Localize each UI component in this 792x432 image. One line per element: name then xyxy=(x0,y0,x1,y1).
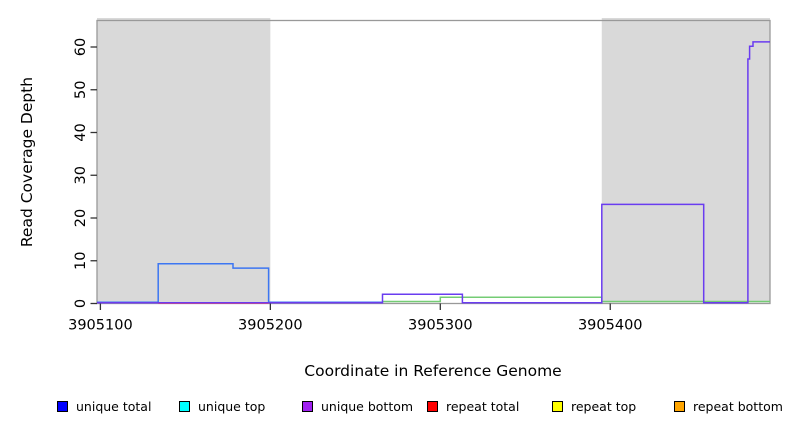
x-tick-label: 3905100 xyxy=(68,318,133,334)
y-tick-label: 10 xyxy=(73,252,89,270)
y-tick-label: 50 xyxy=(73,81,89,99)
series-unique-total xyxy=(97,263,383,304)
y-tick-label: 20 xyxy=(73,209,89,227)
legend-label: repeat total xyxy=(446,398,520,414)
legend-item-repeat-bottom: repeat bottom xyxy=(674,397,783,415)
legend-swatch-unique-bottom xyxy=(302,400,313,412)
y-axis-title: Read Coverage Depth xyxy=(18,76,36,248)
y-tick-label: 40 xyxy=(73,123,89,141)
y-axis: 0 10 20 30 40 50 60 xyxy=(73,38,97,308)
legend-swatch-repeat-top xyxy=(552,400,563,412)
legend-swatch-repeat-bottom xyxy=(674,400,685,412)
shaded-region-left xyxy=(97,18,271,303)
legend-swatch-unique-top xyxy=(179,400,190,412)
x-tick-label: 3905400 xyxy=(578,318,643,334)
legend-item-repeat-top: repeat top xyxy=(552,397,636,415)
legend-swatch-unique-total xyxy=(57,400,68,412)
legend-item-repeat-total: repeat total xyxy=(427,397,519,415)
legend-label: repeat bottom xyxy=(693,398,783,414)
y-tick-label: 60 xyxy=(73,38,89,56)
series-unique-bottom xyxy=(97,41,770,304)
legend-label: unique top xyxy=(198,398,266,414)
plot-box xyxy=(96,19,771,305)
x-tick-label: 3905300 xyxy=(408,318,473,334)
legend: unique total unique top unique bottom re… xyxy=(0,397,792,415)
y-tick-label: 0 xyxy=(73,299,89,308)
series-repeat-top xyxy=(382,296,770,303)
x-axis-title: Coordinate in Reference Genome xyxy=(304,362,562,380)
legend-label: repeat top xyxy=(571,398,637,414)
legend-item-unique-top: unique top xyxy=(179,397,265,415)
legend-item-unique-total: unique total xyxy=(57,397,151,415)
x-axis: 3905100 3905200 3905300 3905400 xyxy=(68,303,643,334)
x-tick-label: 3905200 xyxy=(238,318,303,334)
shaded-region-right xyxy=(601,18,770,303)
y-tick-label: 30 xyxy=(73,166,89,184)
legend-label: unique bottom xyxy=(321,398,414,414)
legend-label: unique total xyxy=(76,398,152,414)
legend-item-unique-bottom: unique bottom xyxy=(302,397,413,415)
legend-swatch-repeat-total xyxy=(427,400,438,412)
